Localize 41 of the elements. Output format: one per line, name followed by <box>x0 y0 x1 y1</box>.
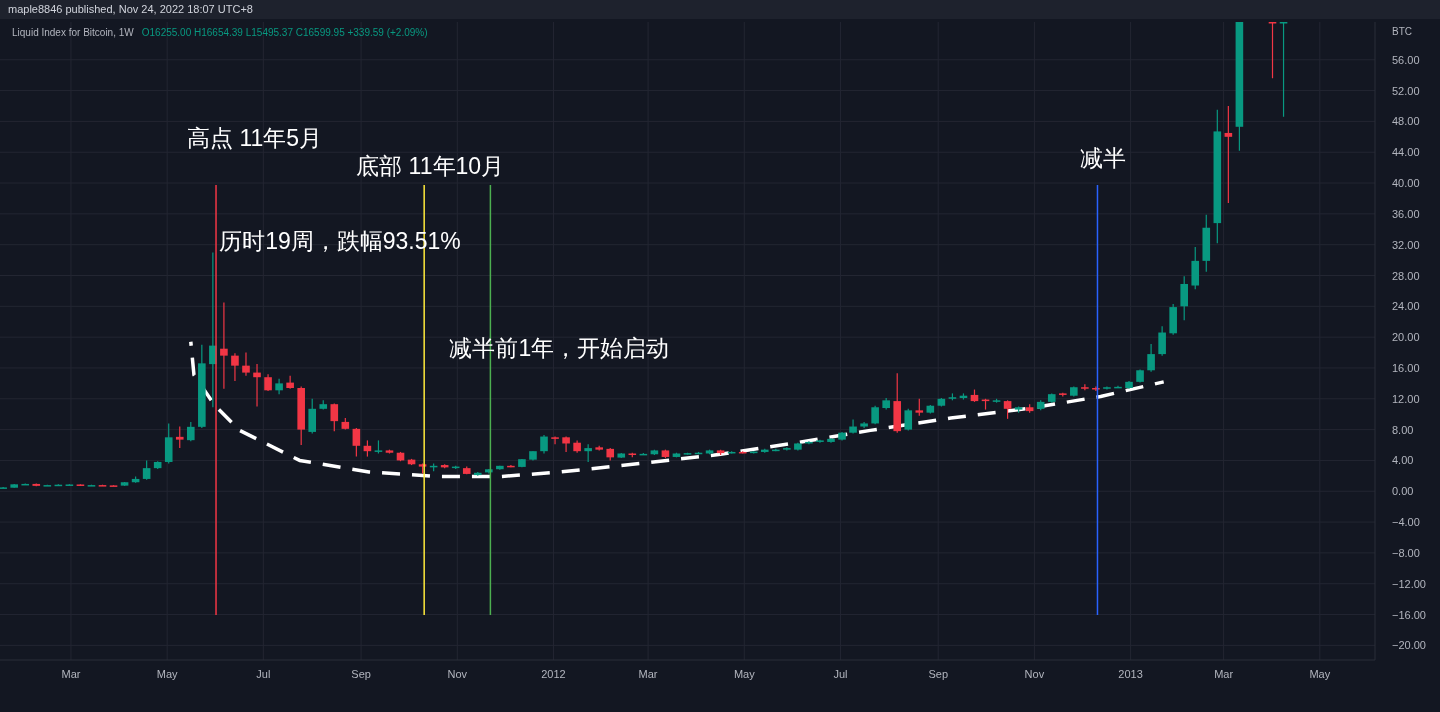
x-tick-label: May <box>733 668 756 680</box>
x-tick-label: Sep <box>928 668 949 680</box>
y-tick-label: 36.00 <box>1392 207 1420 220</box>
x-tick-label: Nov <box>447 668 468 680</box>
y-tick-label: 16.00 <box>1392 361 1420 374</box>
x-tick-label: May <box>156 668 179 680</box>
y-tick-label: 28.00 <box>1392 269 1420 282</box>
y-tick-label: −12.00 <box>1392 577 1426 590</box>
x-tick-label: 2012 <box>541 668 566 680</box>
x-tick-label: Jul <box>256 668 271 680</box>
y-tick-label: −20.00 <box>1392 639 1426 652</box>
x-tick-label: Mar <box>638 668 658 680</box>
x-tick-label: May <box>1309 668 1331 680</box>
x-tick-label: Sep <box>351 668 371 680</box>
y-tick-label: 4.00 <box>1392 454 1414 467</box>
ref-line-label: 底部 11年10月 <box>356 153 505 180</box>
y-tick-label: 56.00 <box>1392 53 1420 66</box>
y-tick-label: 0.00 <box>1392 485 1414 498</box>
y-tick-label: 44.00 <box>1392 146 1420 159</box>
annotation: O16255.00 H16654.39 L15495.37 C16599.95 +339.59 (+2.09%) <box>141 27 428 38</box>
y-tick-label: 32.00 <box>1392 238 1420 251</box>
x-tick-label: Mar <box>1214 668 1234 680</box>
y-tick-label: −4.00 <box>1392 516 1420 529</box>
text: maple8846 published, Nov 24, 2022 18:07 UTC+8 <box>8 3 253 15</box>
y-axis-title: BTC <box>1392 26 1412 37</box>
y-tick-label: 24.00 <box>1392 300 1420 313</box>
y-tick-label: 40.00 <box>1392 177 1420 190</box>
y-tick-label: 48.00 <box>1392 115 1420 128</box>
x-tick-label: Mar <box>61 668 81 680</box>
text: Liquid Index for Bitcoin, 1W <box>12 27 135 38</box>
y-tick-label: 20.00 <box>1392 331 1420 344</box>
y-tick-label: 52.00 <box>1392 84 1420 97</box>
y-tick-label: −16.00 <box>1392 608 1426 621</box>
x-tick-label: 2013 <box>1118 668 1143 680</box>
x-tick-label: Nov <box>1024 668 1045 680</box>
ref-line-label: 高点 11年5月 <box>187 125 323 152</box>
x-tick-label: Jul <box>833 668 848 680</box>
y-tick-label: 12.00 <box>1392 392 1420 405</box>
y-tick-label: 8.00 <box>1392 423 1414 436</box>
y-tick-label: −8.00 <box>1392 546 1420 559</box>
ref-line-label: 减半 <box>1080 145 1127 172</box>
